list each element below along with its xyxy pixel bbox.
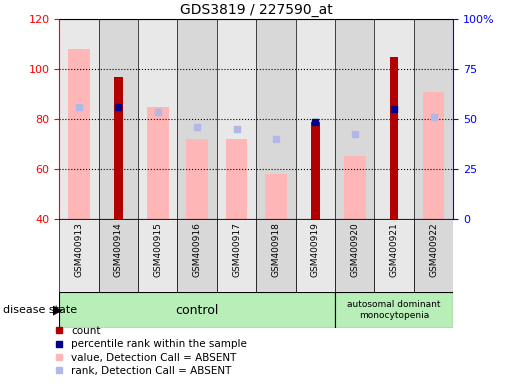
Bar bbox=[335, 219, 374, 292]
Text: control: control bbox=[176, 304, 219, 316]
Point bbox=[311, 119, 319, 125]
Bar bbox=[68, 49, 90, 219]
Bar bbox=[99, 219, 138, 292]
Bar bbox=[217, 219, 256, 292]
Bar bbox=[296, 19, 335, 219]
Bar bbox=[335, 19, 374, 219]
Text: GSM400917: GSM400917 bbox=[232, 223, 241, 277]
Text: GSM400922: GSM400922 bbox=[429, 223, 438, 277]
Point bbox=[232, 126, 241, 132]
Bar bbox=[390, 57, 399, 219]
Bar bbox=[374, 19, 414, 219]
Text: GSM400918: GSM400918 bbox=[271, 223, 280, 277]
Bar bbox=[226, 139, 247, 219]
Title: GDS3819 / 227590_at: GDS3819 / 227590_at bbox=[180, 3, 333, 17]
Text: GSM400915: GSM400915 bbox=[153, 223, 162, 277]
Text: GSM400913: GSM400913 bbox=[75, 223, 83, 277]
Bar bbox=[311, 122, 320, 219]
Bar bbox=[59, 19, 98, 219]
Bar bbox=[177, 19, 217, 219]
Bar bbox=[138, 219, 177, 292]
Bar bbox=[147, 107, 168, 219]
Point bbox=[153, 109, 162, 115]
Bar bbox=[256, 219, 296, 292]
Bar bbox=[186, 139, 208, 219]
Text: GSM400920: GSM400920 bbox=[350, 223, 359, 277]
Bar bbox=[114, 77, 123, 219]
Text: GSM400914: GSM400914 bbox=[114, 223, 123, 277]
Text: disease state: disease state bbox=[3, 305, 77, 315]
Bar bbox=[414, 19, 453, 219]
Point bbox=[75, 104, 83, 110]
Text: GSM400919: GSM400919 bbox=[311, 223, 320, 277]
Point bbox=[193, 124, 201, 130]
Point bbox=[430, 114, 438, 120]
Bar bbox=[265, 174, 287, 219]
Bar bbox=[296, 219, 335, 292]
Bar bbox=[59, 219, 99, 292]
Bar bbox=[344, 157, 366, 219]
Bar bbox=[374, 219, 414, 292]
Legend: count, percentile rank within the sample, value, Detection Call = ABSENT, rank, : count, percentile rank within the sample… bbox=[52, 323, 250, 379]
Bar bbox=[414, 219, 453, 292]
Bar bbox=[256, 19, 296, 219]
Point bbox=[114, 104, 123, 110]
Text: GSM400921: GSM400921 bbox=[390, 223, 399, 277]
Point bbox=[272, 136, 280, 142]
Point bbox=[390, 106, 398, 112]
Text: GSM400916: GSM400916 bbox=[193, 223, 201, 277]
Bar bbox=[335, 292, 453, 328]
Bar bbox=[423, 92, 444, 219]
Bar bbox=[59, 292, 335, 328]
Bar bbox=[98, 19, 138, 219]
Text: autosomal dominant
monocytopenia: autosomal dominant monocytopenia bbox=[347, 300, 441, 320]
Text: ▶: ▶ bbox=[53, 304, 63, 316]
Bar bbox=[217, 19, 256, 219]
Bar bbox=[138, 19, 177, 219]
Point bbox=[351, 131, 359, 137]
Bar bbox=[177, 219, 217, 292]
